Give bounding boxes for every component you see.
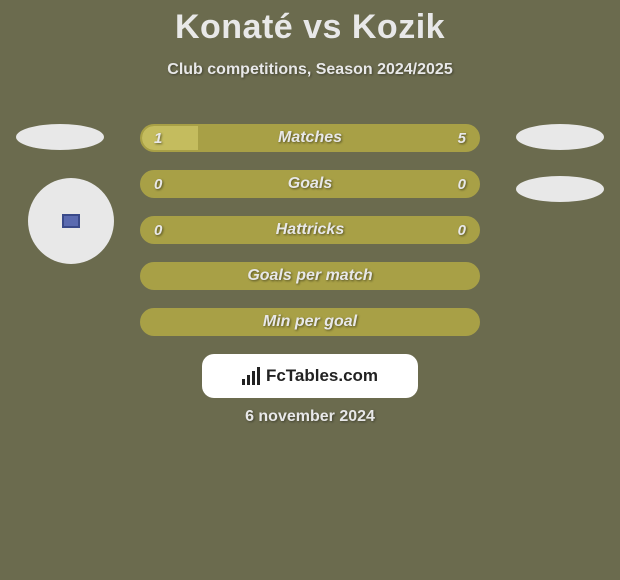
- bar-value-left: 0: [154, 172, 162, 196]
- bar-value-left: 0: [154, 218, 162, 242]
- bar-row-goals: Goals0 0: [140, 170, 480, 198]
- bar-row-hattricks: Hattricks0 0: [140, 216, 480, 244]
- bar-label: Goals: [142, 172, 478, 196]
- avatar-inner-icon: [62, 214, 80, 228]
- brand-bars-icon: [242, 367, 260, 385]
- bar-value-right: 5: [458, 126, 466, 150]
- brand-text: FcTables.com: [266, 366, 378, 386]
- avatar-placeholder-right-top: [516, 124, 604, 150]
- avatar-placeholder-right-mid: [516, 176, 604, 202]
- brand-logo: FcTables.com: [202, 354, 418, 398]
- bar-row-goals-per-match: Goals per match: [140, 262, 480, 290]
- bar-value-right: 0: [458, 172, 466, 196]
- bar-value-left: 1: [154, 126, 162, 150]
- subtitle: Club competitions, Season 2024/2025: [0, 61, 620, 79]
- bar-label: Hattricks: [142, 218, 478, 242]
- bar-label: Min per goal: [142, 310, 478, 334]
- bar-row-matches: Matches1 5: [140, 124, 480, 152]
- bar-value-right: 0: [458, 218, 466, 242]
- bar-label: Goals per match: [142, 264, 478, 288]
- avatar-circle-left: [28, 178, 114, 264]
- avatar-placeholder-left-top: [16, 124, 104, 150]
- page-title: Konaté vs Kozik: [0, 0, 620, 47]
- comparison-bars: Matches15Goals00Hattricks00Goals per mat…: [140, 124, 480, 354]
- date-text: 6 november 2024: [0, 408, 620, 426]
- bar-label: Matches: [142, 126, 478, 150]
- bar-row-min-per-goal: Min per goal: [140, 308, 480, 336]
